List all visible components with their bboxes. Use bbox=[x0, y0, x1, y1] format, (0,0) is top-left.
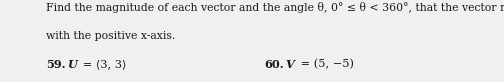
Text: 60.: 60. bbox=[265, 59, 284, 70]
Text: with the positive x-axis.: with the positive x-axis. bbox=[46, 31, 175, 41]
Text: U: U bbox=[68, 59, 78, 70]
Text: 59.: 59. bbox=[46, 59, 66, 70]
Text: V: V bbox=[286, 59, 295, 70]
Text: = (5, −5): = (5, −5) bbox=[297, 59, 354, 69]
Text: = ⟨3, 3⟩: = ⟨3, 3⟩ bbox=[79, 59, 126, 69]
Text: Find the magnitude of each vector and the angle θ, 0° ≤ θ < 360°, that the vecto: Find the magnitude of each vector and th… bbox=[46, 2, 504, 13]
